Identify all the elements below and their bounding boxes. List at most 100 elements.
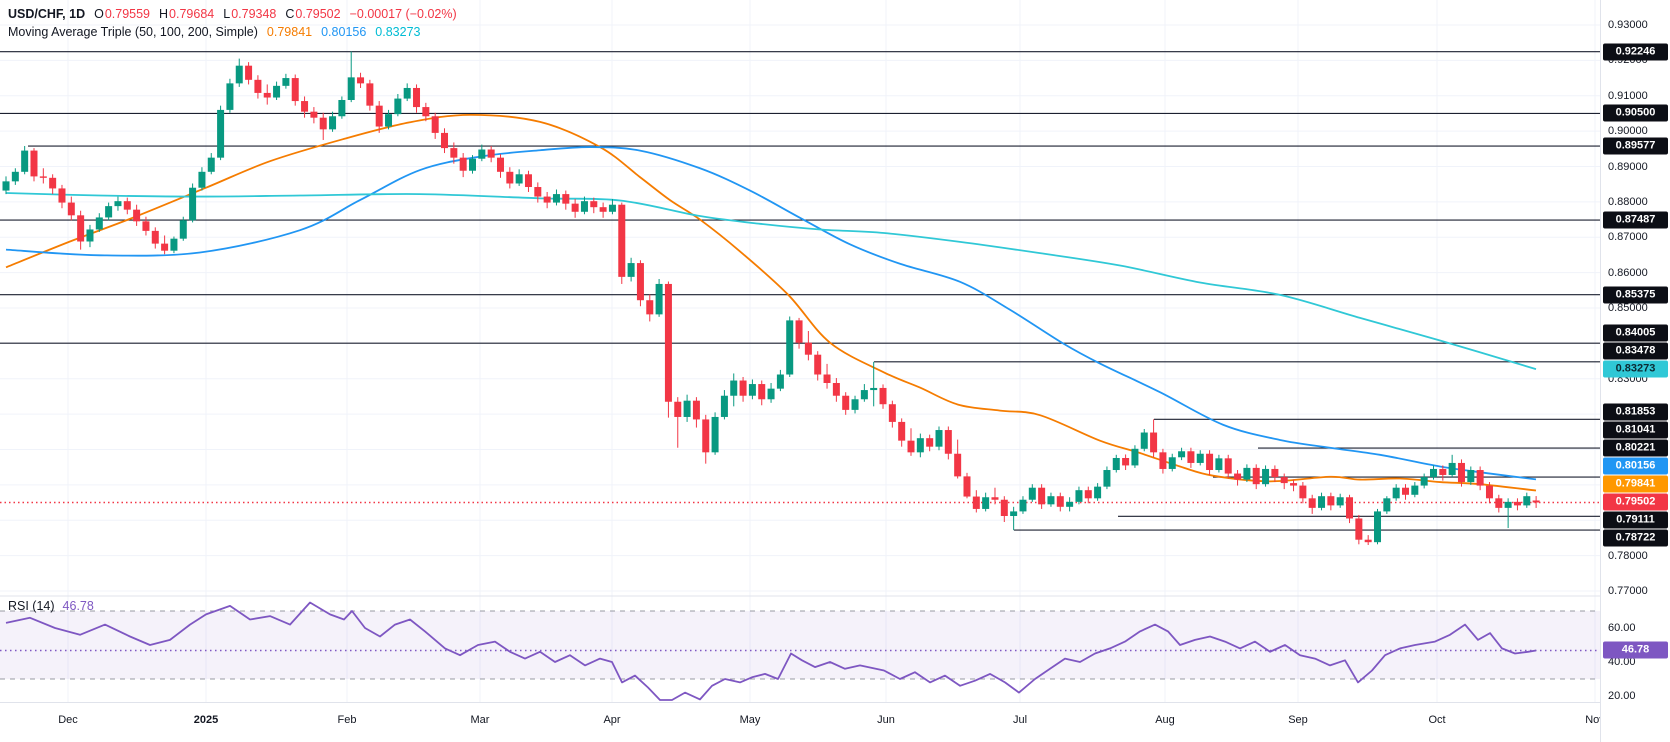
ma-line-200 xyxy=(5,192,1537,370)
candle xyxy=(1504,498,1512,529)
candle xyxy=(795,317,803,349)
candle xyxy=(692,397,700,428)
candle xyxy=(1038,484,1046,509)
price-level-badge: 0.90500 xyxy=(1603,104,1668,122)
candle xyxy=(1215,454,1223,473)
candle xyxy=(198,167,206,191)
candle xyxy=(748,379,756,400)
candle xyxy=(1140,428,1148,452)
ma100-value: 0.80156 xyxy=(321,25,367,39)
candle xyxy=(720,390,728,420)
price-axis-label: 0.93000 xyxy=(1608,19,1648,31)
candle xyxy=(776,369,784,392)
candle xyxy=(786,316,794,377)
candle xyxy=(711,412,719,455)
candle xyxy=(310,107,318,124)
price-axis[interactable]: 0.93000 0.92000 0.91000 0.90000 0.89000 0.880… xyxy=(1600,0,1670,742)
ohlc-close: C 0.79502 xyxy=(285,7,341,21)
candle xyxy=(245,62,253,85)
candle xyxy=(1234,470,1242,486)
candle xyxy=(618,202,626,284)
candle xyxy=(114,196,122,211)
candle xyxy=(879,384,887,409)
candle xyxy=(580,196,588,215)
candle xyxy=(1178,447,1186,461)
candle xyxy=(702,414,710,464)
candle xyxy=(1028,484,1036,502)
candle xyxy=(972,490,980,513)
candle xyxy=(133,204,141,226)
candle xyxy=(935,426,943,451)
candle xyxy=(1355,514,1363,545)
symbol-legend[interactable]: USD/CHF, 1D O 0.79559 H 0.79684 L 0.79348 C… xyxy=(8,5,457,41)
candle xyxy=(95,213,103,232)
time-axis-label: Jul xyxy=(1012,714,1028,726)
time-axis-label: Feb xyxy=(337,714,357,726)
candle xyxy=(170,236,178,254)
candle xyxy=(506,167,514,189)
time-axis-label: Nov xyxy=(1585,714,1605,726)
candle xyxy=(301,96,309,118)
candle xyxy=(329,111,337,132)
rsi-value-badge: 46.78 xyxy=(1603,641,1668,659)
candle xyxy=(1336,493,1344,508)
time-axis-label: Mar xyxy=(470,714,490,726)
candle xyxy=(496,154,504,178)
candle xyxy=(1112,454,1120,473)
candle xyxy=(1532,496,1540,508)
price-axis-label: 0.87000 xyxy=(1608,231,1648,244)
candle xyxy=(1308,494,1316,514)
candle xyxy=(1159,448,1167,474)
candle xyxy=(832,378,840,402)
ma200-value: 0.83273 xyxy=(375,25,421,39)
candle xyxy=(357,72,365,88)
candle xyxy=(179,216,187,241)
candle xyxy=(1131,445,1139,468)
candle xyxy=(664,281,672,418)
candle xyxy=(674,397,682,448)
candle xyxy=(1066,497,1074,512)
candle xyxy=(1047,492,1055,507)
price-level-badge: 0.78722 xyxy=(1603,529,1668,547)
time-axis[interactable]: Dec 2025 Feb Mar Apr May Jun Jul Aug Sep Oct Nov xyxy=(0,702,1670,742)
candle xyxy=(1495,494,1503,513)
symbol-legend-row[interactable]: USD/CHF, 1D O 0.79559 H 0.79684 L 0.79348 C… xyxy=(8,5,457,23)
candle xyxy=(1084,486,1092,504)
grid xyxy=(0,0,1600,702)
candle xyxy=(991,487,999,505)
rsi-line xyxy=(5,601,1537,701)
indicator-legend-row[interactable]: Moving Average Triple (50, 100, 200, Sim… xyxy=(8,23,457,41)
candle xyxy=(1485,482,1493,504)
candle xyxy=(58,184,66,209)
candle xyxy=(1019,496,1027,514)
candle xyxy=(319,112,327,140)
candle xyxy=(926,434,934,452)
price-axis-label: 0.91000 xyxy=(1608,89,1648,102)
candle xyxy=(235,58,243,87)
candle xyxy=(11,168,19,185)
candle xyxy=(842,392,850,415)
candle xyxy=(1429,465,1437,480)
candle xyxy=(142,216,150,236)
candle xyxy=(469,155,476,174)
rsi-legend[interactable]: RSI (14) 46.78 xyxy=(8,599,94,613)
candle xyxy=(375,101,383,133)
price-level-badge: 0.80221 xyxy=(1603,439,1668,457)
candle xyxy=(1299,482,1307,504)
rsi-axis-label: 60.00 xyxy=(1608,622,1636,634)
rsi-panel xyxy=(0,610,1600,680)
candle xyxy=(291,74,299,106)
candle xyxy=(1010,506,1018,531)
candle xyxy=(515,169,523,186)
candle xyxy=(347,51,355,103)
candle xyxy=(758,380,766,406)
candle xyxy=(730,373,738,407)
price-axis-label: 0.77000 xyxy=(1608,585,1648,597)
candle xyxy=(441,128,449,154)
price-axis-label: 0.89000 xyxy=(1608,160,1648,173)
candle xyxy=(571,199,579,218)
candle xyxy=(403,83,411,102)
candle xyxy=(123,197,131,215)
